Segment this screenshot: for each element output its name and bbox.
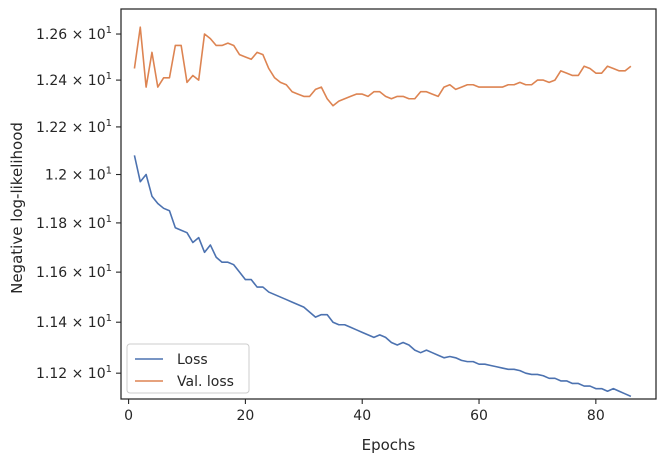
y-tick-label: 1.18 × 101: [36, 214, 112, 232]
plot-frame: [120, 8, 657, 400]
plot-marks: [133, 26, 632, 398]
legend-label-val-loss: Val. loss: [177, 374, 234, 390]
y-tick-label: 1.22 × 101: [36, 118, 112, 136]
legend: Loss Val. loss: [126, 343, 250, 394]
x-axis: 0 20 40 60 80: [124, 399, 605, 424]
x-tick-label: 40: [353, 408, 371, 424]
series-line-loss: [133, 155, 632, 398]
y-axis: 1.12 × 101 1.14 × 101 1.16 × 101 1.18 × 101…: [36, 25, 121, 382]
x-tick-label: 60: [470, 408, 488, 424]
y-tick-label: 1.14 × 101: [36, 313, 112, 331]
legend-label-loss: Loss: [177, 352, 208, 368]
x-tick-label: 80: [587, 408, 605, 424]
y-tick-label: 1.26 × 101: [36, 25, 112, 43]
series-line-val-loss: [133, 26, 632, 107]
x-tick-label: 0: [124, 408, 133, 424]
x-tick-label: 20: [236, 408, 254, 424]
y-tick-label: 1.2 × 101: [45, 166, 112, 184]
y-tick-label: 1.12 × 101: [36, 364, 112, 382]
y-tick-label: 1.16 × 101: [36, 263, 112, 281]
y-axis-label: Negative log-likelihood: [8, 122, 26, 294]
x-axis-label: Epochs: [362, 436, 416, 454]
y-tick-label: 1.24 × 101: [36, 71, 112, 89]
